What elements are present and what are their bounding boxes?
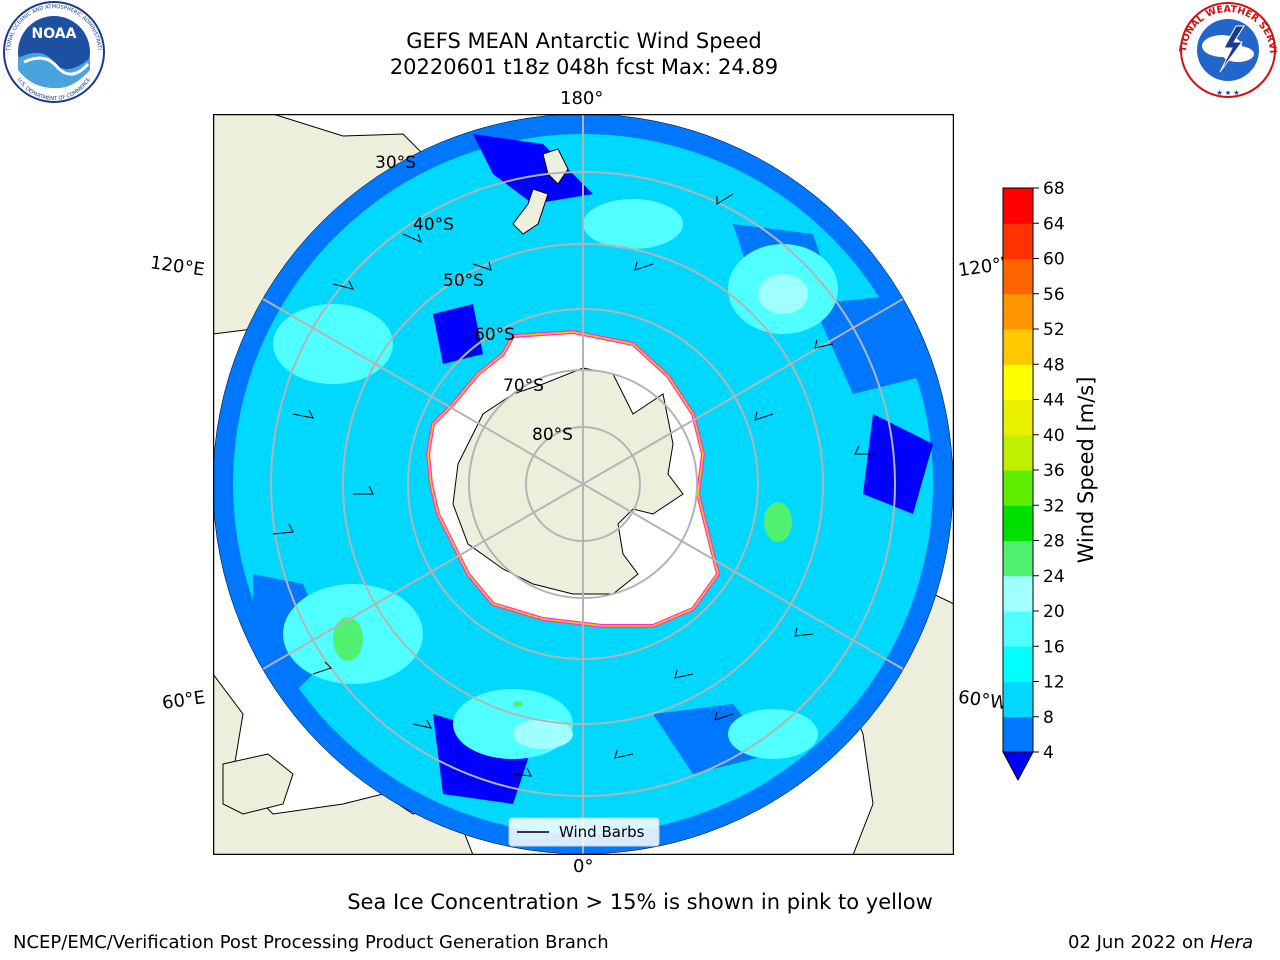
colorbar-band [1003, 540, 1033, 577]
colorbar-band [1003, 505, 1033, 541]
colorbar-band [1003, 575, 1033, 612]
colorbar-tick-label: 60 [1043, 250, 1065, 270]
colorbar-tick-label: 56 [1043, 285, 1065, 305]
new-zealand-land [512, 148, 569, 235]
colorbar-tick-label: 40 [1043, 426, 1065, 446]
footer-credit: NCEP/EMC/Verification Post Processing Pr… [13, 932, 609, 953]
nws-stars-icon: ★ ★ ★ [1216, 89, 1239, 97]
colorbar-tick-label: 4 [1043, 743, 1054, 763]
chart-title: GEFS MEAN Antarctic Wind Speed [406, 29, 762, 53]
footer-date-text: 02 Jun 2022 on [1068, 932, 1211, 953]
lat-label-60s: 60°S [474, 325, 515, 345]
lon-label-lower-left: 60°E [160, 687, 207, 714]
lat-label-40s: 40°S [413, 215, 454, 235]
colorbar-band [1003, 399, 1033, 436]
lon-label-bottom: 0° [573, 856, 594, 877]
colorbar-band [1003, 681, 1033, 718]
forecast-subtitle: 20220601 t18z 048h fcst Max: 24.89 [389, 55, 779, 79]
map-border [213, 114, 954, 855]
colorbar-band [1003, 329, 1033, 365]
colorbar-band [1003, 470, 1033, 506]
sea-ice-note: Sea Ice Concentration > 15% is shown in … [347, 890, 933, 914]
wind-barbs [272, 193, 873, 777]
graticule [213, 114, 953, 854]
polar-map: 30°S 40°S 50°S 60°S 70°S 80°S Wind Barbs [213, 114, 954, 855]
noaa-logo-text: NOAA [32, 26, 77, 42]
nws-logo: NATIONAL WEATHER SERVICE ★ ★ ★ [1176, 0, 1278, 98]
antarctica-land [452, 367, 684, 595]
colorbar-tick-label: 20 [1043, 602, 1065, 622]
colorbar-tick-label: 48 [1043, 355, 1065, 375]
colorbar-tick-label: 44 [1043, 391, 1065, 411]
colorbar-label: Wind Speed [m/s] [1074, 377, 1098, 564]
colorbar-band [1003, 434, 1033, 471]
colorbar-tick-label: 8 [1043, 708, 1054, 728]
colorbar-tick-label: 52 [1043, 320, 1065, 340]
wind-barbs-legend: Wind Barbs [508, 817, 660, 847]
colorbar-band [1003, 293, 1033, 330]
colorbar-band [1003, 223, 1033, 259]
lat-label-30s: 30°S [375, 153, 416, 173]
colorbar-tick-label: 12 [1043, 673, 1065, 693]
colorbar-tick-label: 36 [1043, 461, 1065, 481]
noaa-logo: NOAA NATIONAL OCEANIC AND ATMOSPHERIC AD… [2, 0, 105, 103]
colorbar-band [1003, 716, 1033, 753]
colorbar-band [1003, 646, 1033, 682]
colorbar-tick-label: 32 [1043, 496, 1065, 516]
lon-label-upper-left: 120°E [148, 252, 206, 281]
colorbar-band [1003, 188, 1033, 224]
colorbar-band [1003, 258, 1033, 295]
footer-host: Hera [1210, 932, 1254, 953]
colorbar-tick-label: 68 [1043, 179, 1065, 199]
legend-label: Wind Barbs [559, 823, 645, 841]
lat-label-80s: 80°S [532, 425, 573, 445]
colorbar-tick-label: 24 [1043, 567, 1065, 587]
lat-label-50s: 50°S [443, 271, 484, 291]
lon-label-top: 180° [560, 88, 604, 109]
colorbar-tick-label: 16 [1043, 637, 1065, 657]
colorbar-band [1003, 611, 1033, 647]
colorbar-band [1003, 364, 1033, 400]
colorbar-tick-label: 28 [1043, 532, 1065, 552]
colorbar-under-arrow [1002, 751, 1034, 782]
lat-label-70s: 70°S [503, 376, 544, 396]
footer-date: 02 Jun 2022 on Hera [1068, 932, 1253, 953]
colorbar-tick-label: 64 [1043, 214, 1065, 234]
